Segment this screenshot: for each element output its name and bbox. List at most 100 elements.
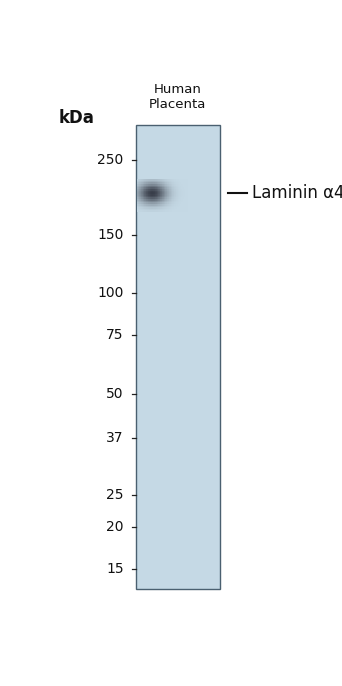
FancyBboxPatch shape: [187, 207, 188, 209]
FancyBboxPatch shape: [179, 204, 180, 206]
FancyBboxPatch shape: [165, 197, 166, 199]
FancyBboxPatch shape: [174, 200, 175, 202]
FancyBboxPatch shape: [183, 192, 184, 194]
FancyBboxPatch shape: [182, 180, 183, 182]
FancyBboxPatch shape: [138, 199, 139, 200]
FancyBboxPatch shape: [148, 191, 149, 192]
Text: 37: 37: [106, 431, 123, 445]
FancyBboxPatch shape: [187, 200, 188, 202]
FancyBboxPatch shape: [154, 209, 155, 211]
FancyBboxPatch shape: [153, 194, 154, 196]
FancyBboxPatch shape: [157, 187, 158, 189]
FancyBboxPatch shape: [180, 179, 181, 180]
FancyBboxPatch shape: [152, 187, 153, 189]
FancyBboxPatch shape: [152, 206, 153, 207]
FancyBboxPatch shape: [177, 192, 178, 194]
FancyBboxPatch shape: [175, 209, 176, 211]
FancyBboxPatch shape: [166, 204, 167, 206]
FancyBboxPatch shape: [163, 211, 164, 212]
FancyBboxPatch shape: [153, 179, 154, 180]
FancyBboxPatch shape: [157, 202, 158, 204]
FancyBboxPatch shape: [159, 192, 160, 194]
FancyBboxPatch shape: [185, 189, 186, 191]
FancyBboxPatch shape: [156, 189, 157, 191]
FancyBboxPatch shape: [154, 196, 155, 197]
FancyBboxPatch shape: [185, 192, 186, 194]
FancyBboxPatch shape: [176, 204, 177, 206]
FancyBboxPatch shape: [156, 207, 157, 209]
FancyBboxPatch shape: [177, 189, 178, 191]
FancyBboxPatch shape: [141, 184, 142, 186]
FancyBboxPatch shape: [167, 200, 168, 202]
FancyBboxPatch shape: [181, 207, 182, 209]
FancyBboxPatch shape: [143, 186, 144, 187]
FancyBboxPatch shape: [142, 197, 143, 199]
Text: 20: 20: [106, 520, 123, 534]
FancyBboxPatch shape: [146, 182, 147, 184]
FancyBboxPatch shape: [160, 197, 161, 199]
FancyBboxPatch shape: [168, 199, 169, 200]
FancyBboxPatch shape: [172, 187, 173, 189]
FancyBboxPatch shape: [172, 179, 173, 180]
FancyBboxPatch shape: [151, 196, 152, 197]
FancyBboxPatch shape: [150, 206, 151, 207]
FancyBboxPatch shape: [137, 196, 138, 197]
FancyBboxPatch shape: [145, 207, 146, 209]
FancyBboxPatch shape: [167, 197, 168, 199]
FancyBboxPatch shape: [183, 206, 184, 207]
FancyBboxPatch shape: [181, 184, 182, 186]
FancyBboxPatch shape: [139, 192, 140, 194]
FancyBboxPatch shape: [182, 192, 183, 194]
FancyBboxPatch shape: [160, 209, 161, 211]
FancyBboxPatch shape: [174, 184, 175, 186]
FancyBboxPatch shape: [157, 207, 158, 209]
FancyBboxPatch shape: [152, 179, 153, 180]
FancyBboxPatch shape: [163, 179, 164, 180]
FancyBboxPatch shape: [141, 196, 142, 197]
FancyBboxPatch shape: [187, 187, 188, 189]
FancyBboxPatch shape: [168, 187, 169, 189]
FancyBboxPatch shape: [173, 191, 174, 192]
FancyBboxPatch shape: [163, 196, 164, 197]
FancyBboxPatch shape: [170, 180, 171, 182]
FancyBboxPatch shape: [144, 191, 145, 192]
FancyBboxPatch shape: [166, 180, 167, 182]
FancyBboxPatch shape: [175, 180, 176, 182]
FancyBboxPatch shape: [154, 200, 155, 202]
FancyBboxPatch shape: [156, 192, 157, 194]
FancyBboxPatch shape: [143, 206, 144, 207]
FancyBboxPatch shape: [156, 196, 157, 197]
Text: kDa: kDa: [59, 109, 94, 127]
FancyBboxPatch shape: [184, 184, 185, 186]
FancyBboxPatch shape: [140, 196, 141, 197]
FancyBboxPatch shape: [175, 200, 176, 202]
FancyBboxPatch shape: [157, 209, 158, 211]
FancyBboxPatch shape: [180, 202, 181, 204]
FancyBboxPatch shape: [155, 179, 156, 180]
FancyBboxPatch shape: [164, 207, 165, 209]
FancyBboxPatch shape: [148, 209, 149, 211]
FancyBboxPatch shape: [168, 194, 169, 196]
FancyBboxPatch shape: [156, 199, 157, 200]
FancyBboxPatch shape: [179, 187, 180, 189]
FancyBboxPatch shape: [169, 202, 170, 204]
FancyBboxPatch shape: [177, 179, 178, 180]
FancyBboxPatch shape: [182, 179, 183, 180]
FancyBboxPatch shape: [165, 179, 166, 180]
FancyBboxPatch shape: [156, 187, 157, 189]
FancyBboxPatch shape: [181, 192, 182, 194]
FancyBboxPatch shape: [181, 196, 182, 197]
FancyBboxPatch shape: [179, 192, 180, 194]
FancyBboxPatch shape: [181, 187, 182, 189]
FancyBboxPatch shape: [152, 209, 153, 211]
FancyBboxPatch shape: [137, 204, 138, 206]
FancyBboxPatch shape: [150, 211, 151, 212]
FancyBboxPatch shape: [144, 180, 145, 182]
FancyBboxPatch shape: [142, 186, 143, 187]
FancyBboxPatch shape: [154, 184, 155, 186]
FancyBboxPatch shape: [170, 187, 171, 189]
FancyBboxPatch shape: [180, 211, 181, 212]
FancyBboxPatch shape: [178, 211, 179, 212]
FancyBboxPatch shape: [187, 196, 188, 197]
FancyBboxPatch shape: [138, 209, 139, 211]
